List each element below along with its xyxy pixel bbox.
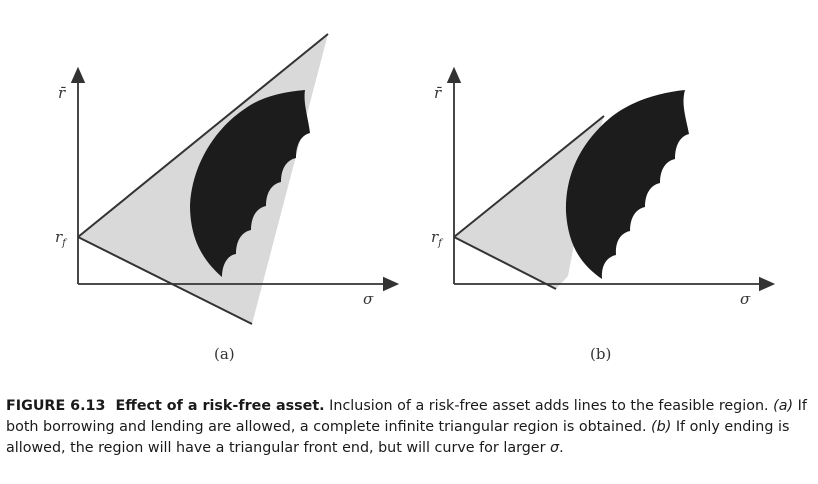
panel-a-lending-line	[77, 236, 253, 325]
figure-caption: FIGURE 6.13 Effect of a risk-free asset. …	[6, 396, 812, 459]
panel-b-x-axis-label: σ	[740, 290, 751, 308]
panel-a-borrowing-line	[77, 33, 329, 238]
panel-b: r̄ σ rf (b)	[431, 66, 776, 363]
panel-b-rf-label: rf	[431, 228, 444, 249]
panel-a: r̄ σ rf (a)	[55, 33, 400, 363]
panel-a-risky-region	[190, 90, 310, 277]
caption-text-4: .	[559, 440, 564, 456]
caption-ref-a: (a)	[773, 398, 794, 414]
panel-b-y-axis-label: r̄	[434, 84, 442, 102]
panel-b-tangent-line	[453, 115, 605, 238]
panel-a-rf-label: rf	[55, 228, 68, 249]
caption-text-3: If only ending is allowed, the region wi…	[6, 419, 790, 456]
caption-ref-b: (b)	[651, 419, 672, 435]
figure-svg: r̄ σ rf (a) r̄ σ rf (b)	[55, 33, 776, 363]
caption-title: Effect of a risk-free asset.	[115, 398, 325, 414]
caption-text-1: Inclusion of a risk-free asset adds line…	[324, 398, 774, 414]
caption-figure-number: FIGURE 6.13	[6, 398, 106, 414]
caption-text-2: If both borrowing and lending are allowe…	[6, 398, 807, 435]
caption-sigma: σ	[550, 440, 560, 456]
panel-a-label: (a)	[214, 345, 235, 363]
panel-b-label: (b)	[590, 345, 611, 363]
panel-a-x-axis-label: σ	[363, 290, 374, 308]
panel-b-risky-region	[565, 90, 689, 279]
panel-b-lending-line	[453, 236, 557, 290]
panel-a-y-axis-label: r̄	[58, 84, 66, 102]
panel-b-feasible-region	[454, 116, 604, 289]
